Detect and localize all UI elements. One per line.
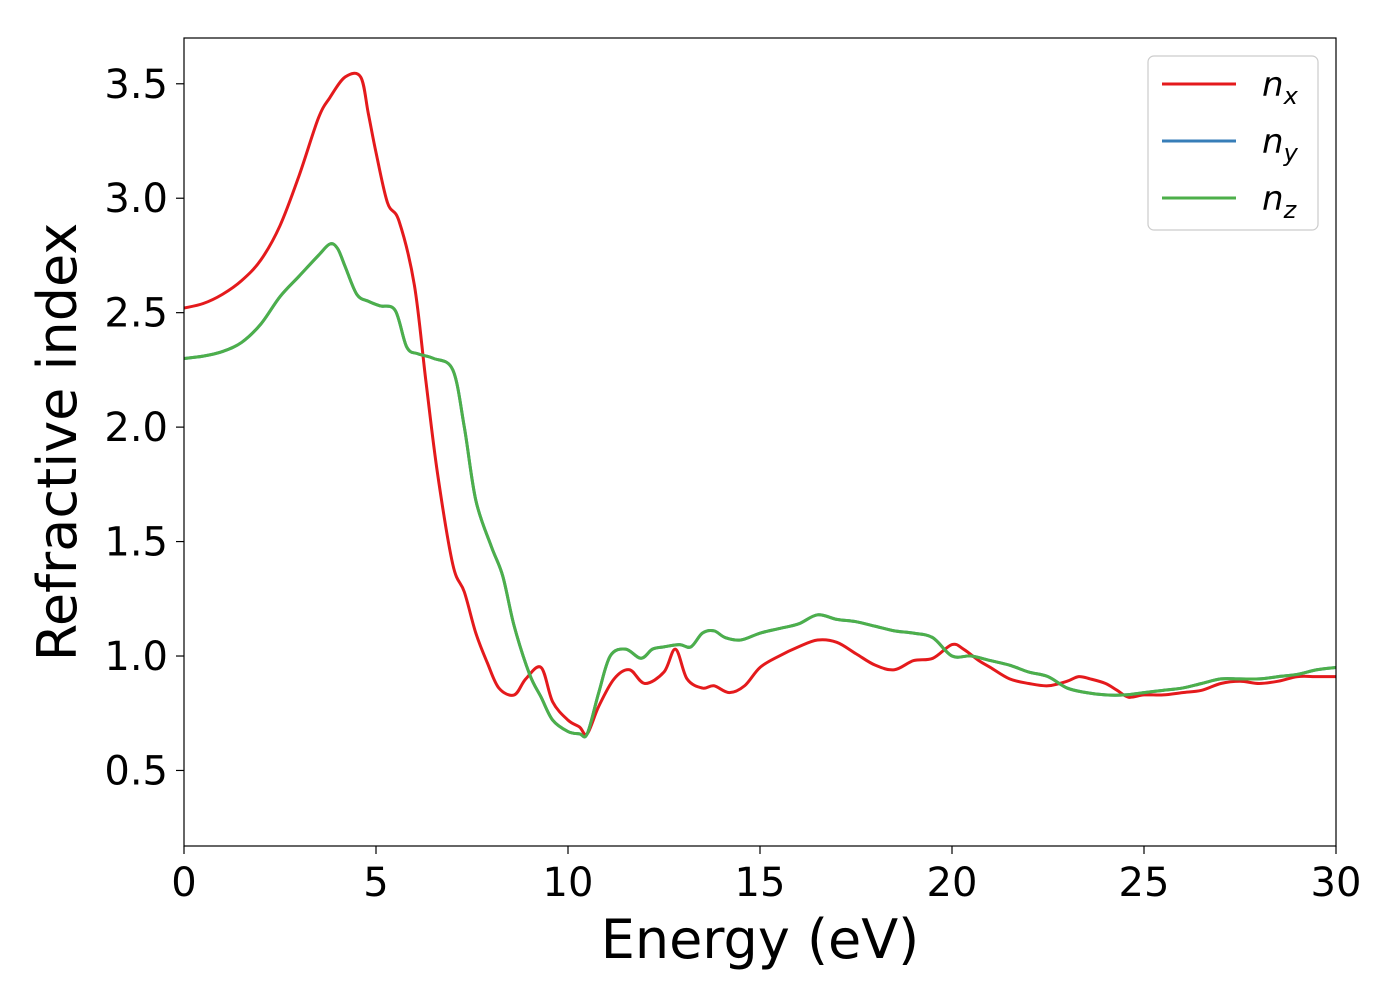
y-tick-label: 2.5 — [104, 291, 168, 337]
y-tick-label: 3.5 — [104, 62, 168, 108]
x-tick-label: 5 — [363, 860, 388, 906]
legend-label-ny: ny — [1262, 122, 1299, 167]
x-axis-title: Energy (eV) — [601, 908, 920, 971]
x-tick-label: 15 — [735, 860, 786, 906]
legend-box — [1147, 55, 1319, 231]
legend-label-nz: nz — [1262, 179, 1298, 224]
legend-label-main: n — [1262, 122, 1284, 162]
legend-label-subscript: z — [1283, 196, 1298, 224]
y-tick-label: 3.0 — [104, 176, 168, 222]
legend-label-main: n — [1262, 179, 1284, 219]
x-tick-label: 10 — [543, 860, 594, 906]
series-line-nx — [184, 71, 1336, 737]
x-tick-label: 25 — [1119, 860, 1170, 906]
y-tick-label: 0.5 — [104, 748, 168, 794]
y-tick-label: 1.5 — [104, 520, 168, 566]
series-line-nz — [184, 242, 1336, 739]
x-tick-label: 0 — [171, 860, 196, 906]
x-tick-label: 30 — [1311, 860, 1362, 906]
y-axis-ticks: 0.5 1.0 1.5 2.0 2.5 3.0 3.5 — [104, 62, 184, 794]
legend-label-nx: nx — [1262, 65, 1299, 110]
legend-label-subscript: x — [1283, 82, 1299, 110]
legend-label-main: n — [1262, 65, 1284, 105]
y-tick-label: 2.0 — [104, 405, 168, 451]
y-tick-label: 1.0 — [104, 634, 168, 680]
x-tick-label: 20 — [927, 860, 978, 906]
series-line-ny — [184, 242, 1336, 739]
series-layer — [184, 71, 1336, 739]
legend-label-subscript: y — [1283, 139, 1299, 167]
x-axis-ticks: 0 5 10 15 20 25 30 — [171, 846, 1361, 906]
y-axis-title: Refractive index — [26, 223, 89, 662]
